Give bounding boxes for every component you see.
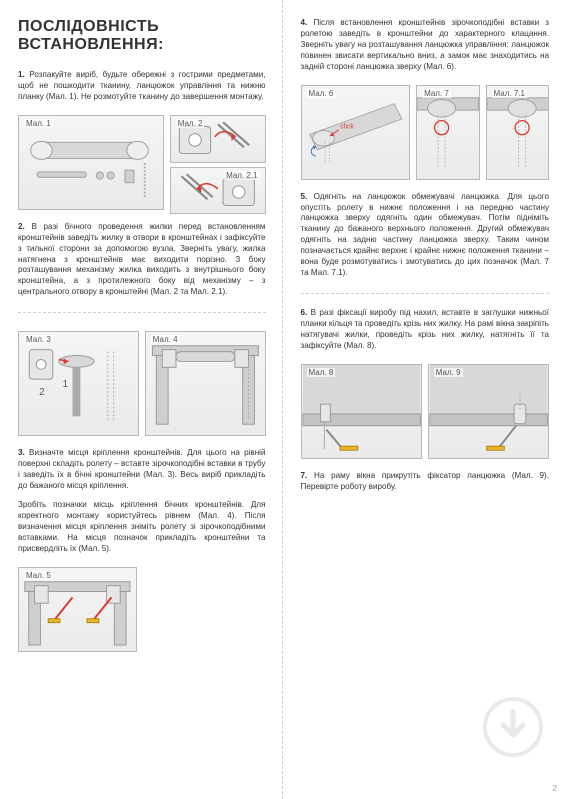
- figure-8-caption: Мал. 8: [307, 368, 336, 377]
- fig-row-4: Мал. 6 click Мал. 7: [301, 85, 550, 180]
- figure-4-svg: [146, 332, 265, 435]
- svg-text:1: 1: [63, 379, 68, 390]
- step-2-text: В разі бічного проведення жилки перед вс…: [18, 222, 266, 297]
- left-column: ПОСЛІДОВНІСТЬ ВСТАНОВЛЕННЯ: 1. Розпакуйт…: [0, 0, 283, 799]
- figure-2: Мал. 2: [170, 115, 266, 163]
- divider-right: [301, 293, 550, 294]
- figure-4: Мал. 4: [145, 331, 266, 436]
- figure-3-caption: Мал. 3: [24, 335, 53, 344]
- step-4-text: Після встановлення кронштейнів зірочкопо…: [301, 18, 550, 71]
- figure-1-svg: [19, 116, 163, 209]
- step-6-text: В разі фіксації виробу під нахил, вставт…: [301, 308, 550, 350]
- step-2-num: 2.: [18, 222, 25, 231]
- svg-text:2: 2: [39, 387, 44, 398]
- watermark-icon: [481, 695, 545, 759]
- step-4-num: 4.: [301, 18, 308, 27]
- step-7-num: 7.: [301, 471, 308, 480]
- figure-9-caption: Мал. 9: [434, 368, 463, 377]
- step-4: 4. Після встановлення кронштейнів зірочк…: [301, 18, 550, 73]
- page-title: ПОСЛІДОВНІСТЬ ВСТАНОВЛЕННЯ:: [18, 18, 266, 54]
- step-5-num: 5.: [301, 192, 308, 201]
- divider-left: [18, 312, 266, 313]
- right-column: 4. Після встановлення кронштейнів зірочк…: [283, 0, 565, 799]
- page: ПОСЛІДОВНІСТЬ ВСТАНОВЛЕННЯ: 1. Розпакуйт…: [0, 0, 565, 799]
- fig-row-1: Мал. 1 Мал. 2: [18, 115, 266, 210]
- step-3b-text: Зробіть позначки місць кріплення бічних …: [18, 500, 266, 553]
- step-6: 6. В разі фіксації виробу під нахил, вст…: [301, 308, 550, 352]
- step-6-num: 6.: [301, 308, 308, 317]
- step-1-text: Розпакуйте виріб, будьте обережні з гост…: [18, 70, 266, 101]
- figure-1-caption: Мал. 1: [24, 119, 53, 128]
- figure-2-1-caption: Мал. 2.1: [224, 171, 259, 180]
- step-3b: Зробіть позначки місць кріплення бічних …: [18, 500, 266, 555]
- step-5: 5. Одягніть на ланцюжок обмежувачі ланцю…: [301, 192, 550, 279]
- figure-9: Мал. 9: [428, 364, 549, 459]
- step-3a-text: Визначте місця кріплення кронштейнів. Дл…: [18, 448, 266, 490]
- figure-6-svg: click: [302, 86, 410, 179]
- figure-4-caption: Мал. 4: [151, 335, 180, 344]
- figure-6-caption: Мал. 6: [307, 89, 336, 98]
- step-2: 2. В разі бічного проведення жилки перед…: [18, 222, 266, 298]
- figure-5: Мал. 5: [18, 567, 137, 652]
- figure-7-1-caption: Мал. 7.1: [492, 89, 527, 98]
- step-1: 1. Розпакуйте виріб, будьте обережні з г…: [18, 70, 266, 103]
- fig-row-5: Мал. 8 Мал. 9: [301, 364, 550, 459]
- figure-7: Мал. 7: [416, 85, 479, 180]
- step-1-num: 1.: [18, 70, 25, 79]
- click-label: click: [340, 123, 354, 130]
- figure-7-caption: Мал. 7: [422, 89, 451, 98]
- step-5-text: Одягніть на ланцюжок обмежувачі ланцюжка…: [301, 192, 550, 277]
- step-7-text: На раму вікна прикрутіть фіксатор ланцюж…: [301, 471, 550, 491]
- fig-row-3: Мал. 5: [18, 567, 266, 652]
- figure-1: Мал. 1: [18, 115, 164, 210]
- figure-5-caption: Мал. 5: [24, 571, 53, 580]
- figure-5-svg: [19, 568, 136, 651]
- figure-7-1: Мал. 7.1: [486, 85, 549, 180]
- page-number: 2: [553, 784, 557, 793]
- figure-3-svg: 2 1: [19, 332, 138, 435]
- step-3-num: 3.: [18, 448, 25, 457]
- figure-7-svg: [417, 86, 478, 179]
- figure-8-svg: [302, 365, 421, 458]
- figure-3: Мал. 3 2 1: [18, 331, 139, 436]
- figure-9-svg: [429, 365, 548, 458]
- figure-2-1: Мал. 2.1: [170, 167, 266, 215]
- figure-2-caption: Мал. 2: [176, 119, 205, 128]
- step-3a: 3. Визначте місця кріплення кронштейнів.…: [18, 448, 266, 492]
- step-7: 7. На раму вікна прикрутіть фіксатор лан…: [301, 471, 550, 493]
- fig-row-2: Мал. 3 2 1 Мал. 4: [18, 331, 266, 436]
- figure-6: Мал. 6 click: [301, 85, 411, 180]
- figure-7-1-svg: [487, 86, 548, 179]
- figure-8: Мал. 8: [301, 364, 422, 459]
